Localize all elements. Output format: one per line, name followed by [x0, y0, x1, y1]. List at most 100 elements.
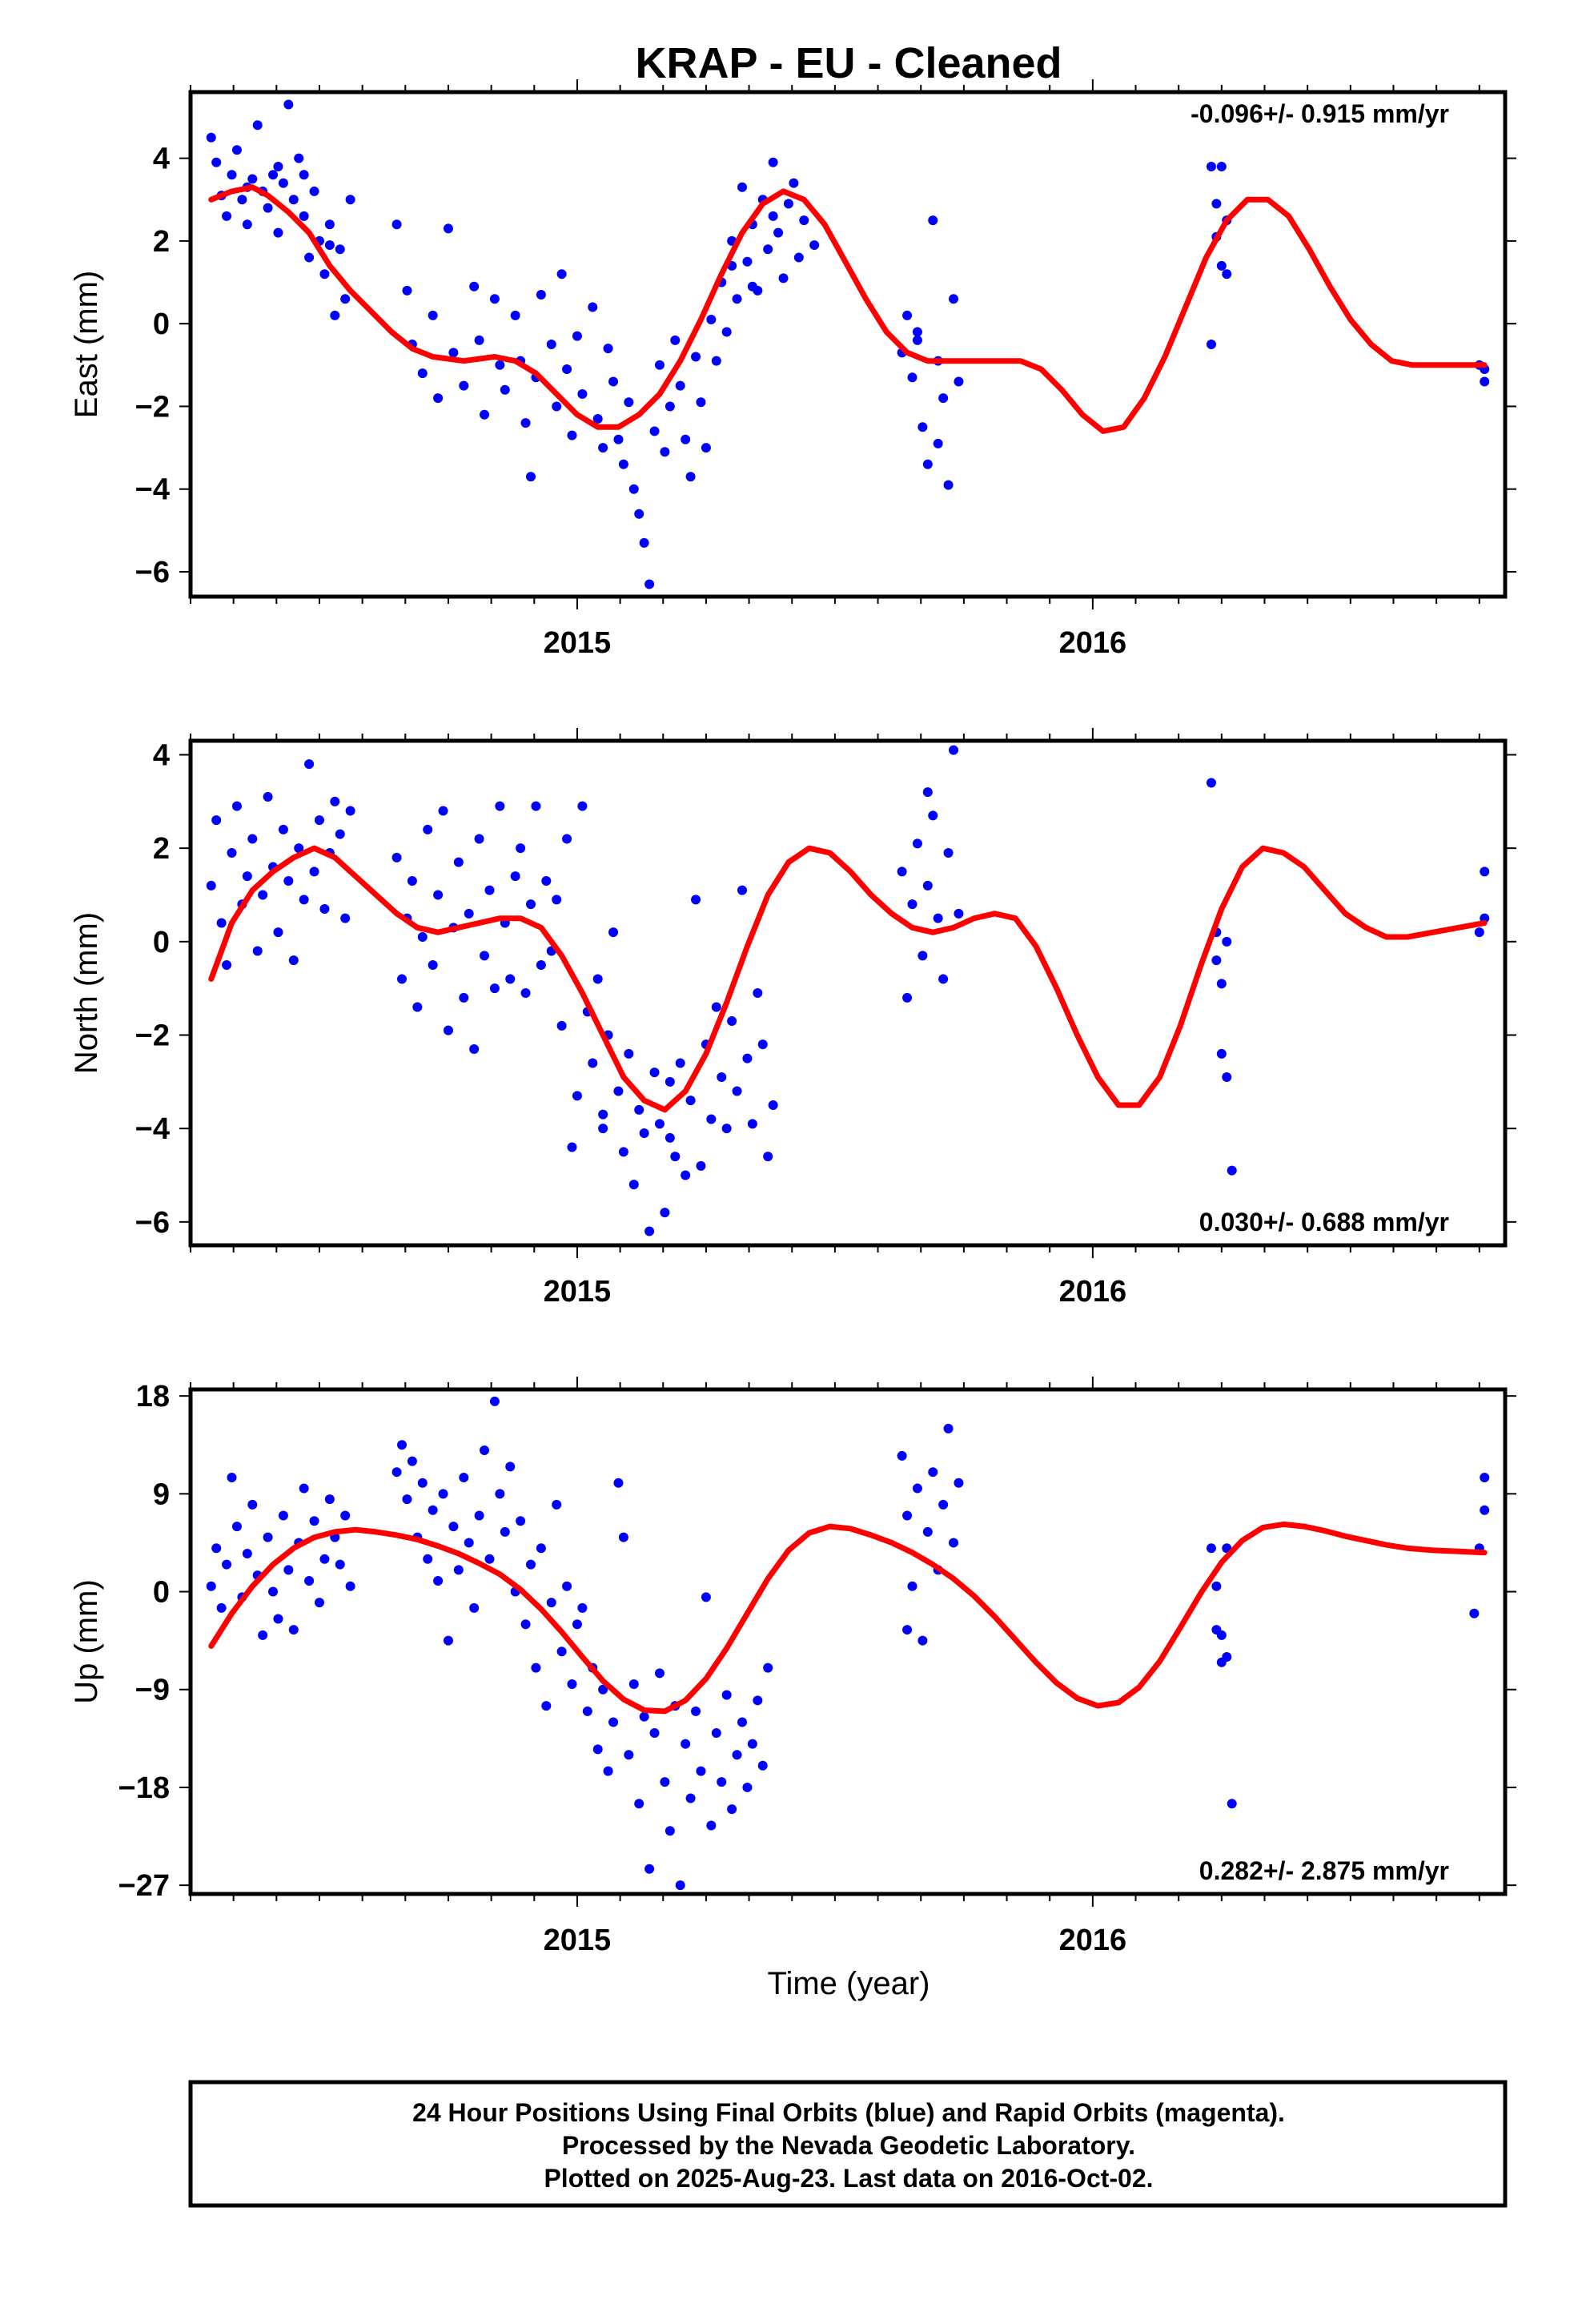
data-point	[464, 908, 474, 919]
x-axis-label: Time (year)	[768, 1966, 930, 2001]
data-point	[572, 1091, 582, 1101]
data-point	[577, 1602, 588, 1613]
data-point	[531, 801, 541, 811]
data-point	[531, 1663, 541, 1673]
data-point	[644, 1864, 655, 1874]
data-point	[1480, 1505, 1490, 1515]
data-point	[247, 1499, 258, 1510]
data-point	[417, 368, 428, 379]
fit-curve	[208, 184, 1488, 434]
data-point	[273, 927, 283, 938]
data-point	[949, 745, 959, 755]
data-point	[489, 294, 500, 304]
data-point	[613, 1478, 624, 1488]
data-point	[546, 1598, 556, 1608]
data-point	[675, 380, 685, 391]
data-point	[592, 413, 603, 424]
data-point	[278, 178, 288, 188]
data-point	[943, 480, 954, 490]
data-point	[227, 848, 237, 858]
y-tick-label: −4	[135, 1112, 170, 1146]
data-point	[525, 899, 536, 910]
data-point	[340, 294, 351, 304]
data-point	[577, 801, 588, 811]
east-panel: 2015 2016 4 2 0 −2 −4 −6 East (mm) -0.096+/- 0.91…	[69, 79, 1516, 660]
plot-frame	[188, 90, 1508, 599]
data-point	[685, 1793, 696, 1803]
data-point	[288, 195, 299, 205]
data-point	[1206, 161, 1216, 171]
data-point	[474, 335, 484, 345]
data-point	[1222, 269, 1232, 279]
data-point	[954, 908, 964, 919]
data-point	[912, 327, 922, 337]
data-point	[763, 1152, 773, 1162]
data-point	[783, 199, 793, 209]
velocity-label: 0.030+/- 0.688 mm/yr	[1199, 1208, 1449, 1236]
data-point	[1216, 979, 1227, 989]
data-point	[618, 459, 628, 469]
data-point	[227, 170, 237, 180]
data-point	[417, 932, 428, 942]
data-point	[949, 1538, 959, 1548]
data-point	[757, 1039, 768, 1050]
y-tick-label: 4	[153, 739, 170, 773]
data-point	[753, 1695, 763, 1706]
data-point	[732, 1086, 742, 1096]
data-point	[649, 426, 660, 436]
data-point	[696, 1766, 706, 1776]
data-point	[747, 281, 757, 292]
data-point	[943, 1423, 954, 1433]
data-point	[335, 244, 345, 255]
data-point	[763, 1663, 773, 1673]
data-point	[206, 880, 216, 891]
data-point	[443, 1025, 453, 1035]
data-point	[592, 974, 603, 984]
data-point	[516, 1516, 526, 1526]
data-point	[701, 1592, 711, 1602]
data-point	[907, 1581, 917, 1591]
data-point	[628, 1180, 639, 1190]
data-point	[1211, 1581, 1222, 1591]
data-point	[644, 1226, 655, 1236]
data-point	[567, 1142, 577, 1152]
data-point	[949, 294, 959, 304]
data-point	[222, 960, 232, 970]
data-point	[345, 806, 355, 816]
data-point	[1222, 1072, 1232, 1082]
data-point	[242, 871, 252, 882]
y-tick-label: −6	[135, 556, 170, 589]
y-axis-label: North (mm)	[69, 912, 104, 1074]
y-tick-label: 0	[153, 926, 170, 959]
data-point	[773, 227, 784, 238]
y-tick-label: 4	[153, 143, 170, 176]
data-point	[231, 801, 242, 811]
data-point	[1211, 199, 1222, 209]
data-point	[423, 1554, 433, 1564]
data-point	[252, 120, 263, 131]
data-point	[556, 1647, 567, 1657]
data-point	[314, 815, 324, 826]
data-point	[721, 327, 732, 337]
data-point	[552, 1499, 562, 1510]
data-point	[428, 310, 438, 320]
data-point	[567, 430, 577, 440]
data-point	[330, 310, 340, 320]
y-tick-label: −27	[118, 1869, 170, 1903]
data-point	[592, 1744, 603, 1755]
data-point	[335, 829, 345, 839]
y-tick-label: −18	[118, 1771, 170, 1805]
data-point	[258, 1630, 268, 1640]
data-point	[933, 913, 943, 923]
data-point	[443, 1635, 453, 1646]
data-point	[685, 472, 696, 482]
y-tick-label: −6	[135, 1206, 170, 1240]
data-point	[670, 335, 681, 345]
data-point	[206, 1581, 216, 1591]
data-point	[943, 848, 954, 858]
data-point	[412, 1002, 423, 1012]
data-point	[1211, 955, 1222, 966]
data-point	[660, 447, 670, 457]
data-point	[608, 376, 619, 387]
data-point	[567, 1679, 577, 1689]
